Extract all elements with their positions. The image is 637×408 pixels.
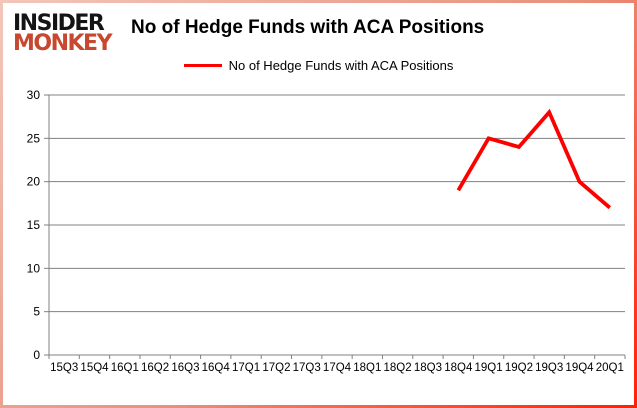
x-axis-label: 20Q1 <box>596 362 624 374</box>
x-axis-label: 19Q4 <box>565 362 594 374</box>
x-axis-label: 15Q4 <box>80 362 109 374</box>
legend: No of Hedge Funds with ACA Positions <box>3 58 634 73</box>
y-axis-label: 25 <box>27 131 41 145</box>
y-axis-label: 15 <box>27 218 41 232</box>
line-chart: 0 5 10 15 20 25 30 15Q3 15Q4 16Q1 16Q2 16Q3 16Q4 17Q1… <box>27 88 626 374</box>
x-axis-label: 19Q2 <box>505 362 533 374</box>
y-axis-label: 10 <box>27 261 41 275</box>
logo-text-monkey: MONKEY <box>13 31 113 57</box>
legend-line-swatch <box>183 64 222 67</box>
y-axis-label: 20 <box>27 175 41 189</box>
x-axis-label: 16Q4 <box>202 362 231 374</box>
x-axis-label: 18Q1 <box>353 362 381 374</box>
chart-title: No of Hedge Funds with ACA Positions <box>131 17 485 38</box>
x-axis-label: 17Q3 <box>293 362 321 374</box>
insider-monkey-logo: INSIDER MONKEY <box>13 11 113 57</box>
x-axis-label: 16Q2 <box>141 362 169 374</box>
series-line <box>456 108 612 210</box>
y-axis-label: 0 <box>33 348 40 362</box>
x-axis-label: 17Q1 <box>232 362 260 374</box>
x-axis-label: 19Q3 <box>535 362 563 374</box>
x-axis-label: 16Q1 <box>111 362 139 374</box>
y-axis-label: 5 <box>33 305 40 319</box>
x-axis-label: 18Q3 <box>414 362 442 374</box>
x-axis-label: 17Q4 <box>323 362 352 374</box>
x-axis-label: 18Q4 <box>444 362 473 374</box>
legend-label: No of Hedge Funds with ACA Positions <box>228 58 454 73</box>
x-axis-label: 15Q3 <box>50 362 78 374</box>
x-axis-label: 16Q3 <box>171 362 199 374</box>
y-axis-label: 30 <box>27 88 41 102</box>
x-axis-label: 19Q1 <box>475 362 503 374</box>
logo-text-insider: INSIDER <box>13 11 105 36</box>
x-axis-label: 18Q2 <box>384 362 412 374</box>
x-axis-label: 17Q2 <box>262 362 290 374</box>
